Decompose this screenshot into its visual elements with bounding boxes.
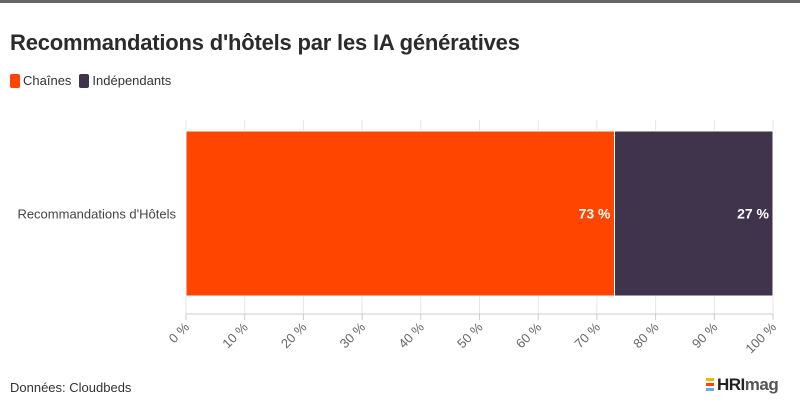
legend: Chaînes Indépendants (10, 73, 179, 88)
chart-title: Recommandations d'hôtels par les IA géné… (10, 30, 520, 55)
legend-swatch-independants (79, 73, 90, 88)
legend-item-chaines[interactable]: Chaînes (10, 73, 71, 88)
bar-independants (614, 130, 774, 297)
x-tick-label: 20 % (278, 319, 310, 351)
x-tick-label: 70 % (571, 319, 603, 351)
y-category-label: Recommandations d'Hôtels (17, 207, 176, 222)
top-rule (0, 0, 800, 3)
x-tick-label: 40 % (395, 319, 427, 351)
legend-label-chaines: Chaînes (23, 73, 72, 88)
x-tick-label: 30 % (337, 319, 369, 351)
legend-item-independants[interactable]: Indépendants (79, 73, 171, 88)
stacked-bar-chart: 0 % 10 % 20 % 30 % 40 % 50 % 60 % 70 % 80 % 90 % 1… (17, 120, 779, 356)
x-tick-label: 60 % (513, 319, 545, 351)
hrimag-logo: HRImag (706, 375, 779, 394)
x-tick-label: 80 % (630, 319, 662, 351)
x-tick-label: 0 % (166, 319, 193, 346)
data-label-independants: 27 % (737, 206, 769, 222)
data-label-chaines: 73 % (579, 206, 611, 222)
x-tick-label: 100 % (742, 319, 779, 356)
x-tick-label: 50 % (454, 319, 486, 351)
data-source: Données: Cloudbeds (10, 380, 132, 395)
x-tick-label: 10 % (219, 319, 251, 351)
x-tick-label: 90 % (689, 319, 721, 351)
legend-label-independants: Indépendants (92, 73, 172, 88)
logo-text: HRImag (717, 375, 779, 394)
legend-swatch-chaines (10, 73, 20, 88)
logo-mark (706, 378, 714, 391)
bar-chaines (185, 130, 616, 297)
